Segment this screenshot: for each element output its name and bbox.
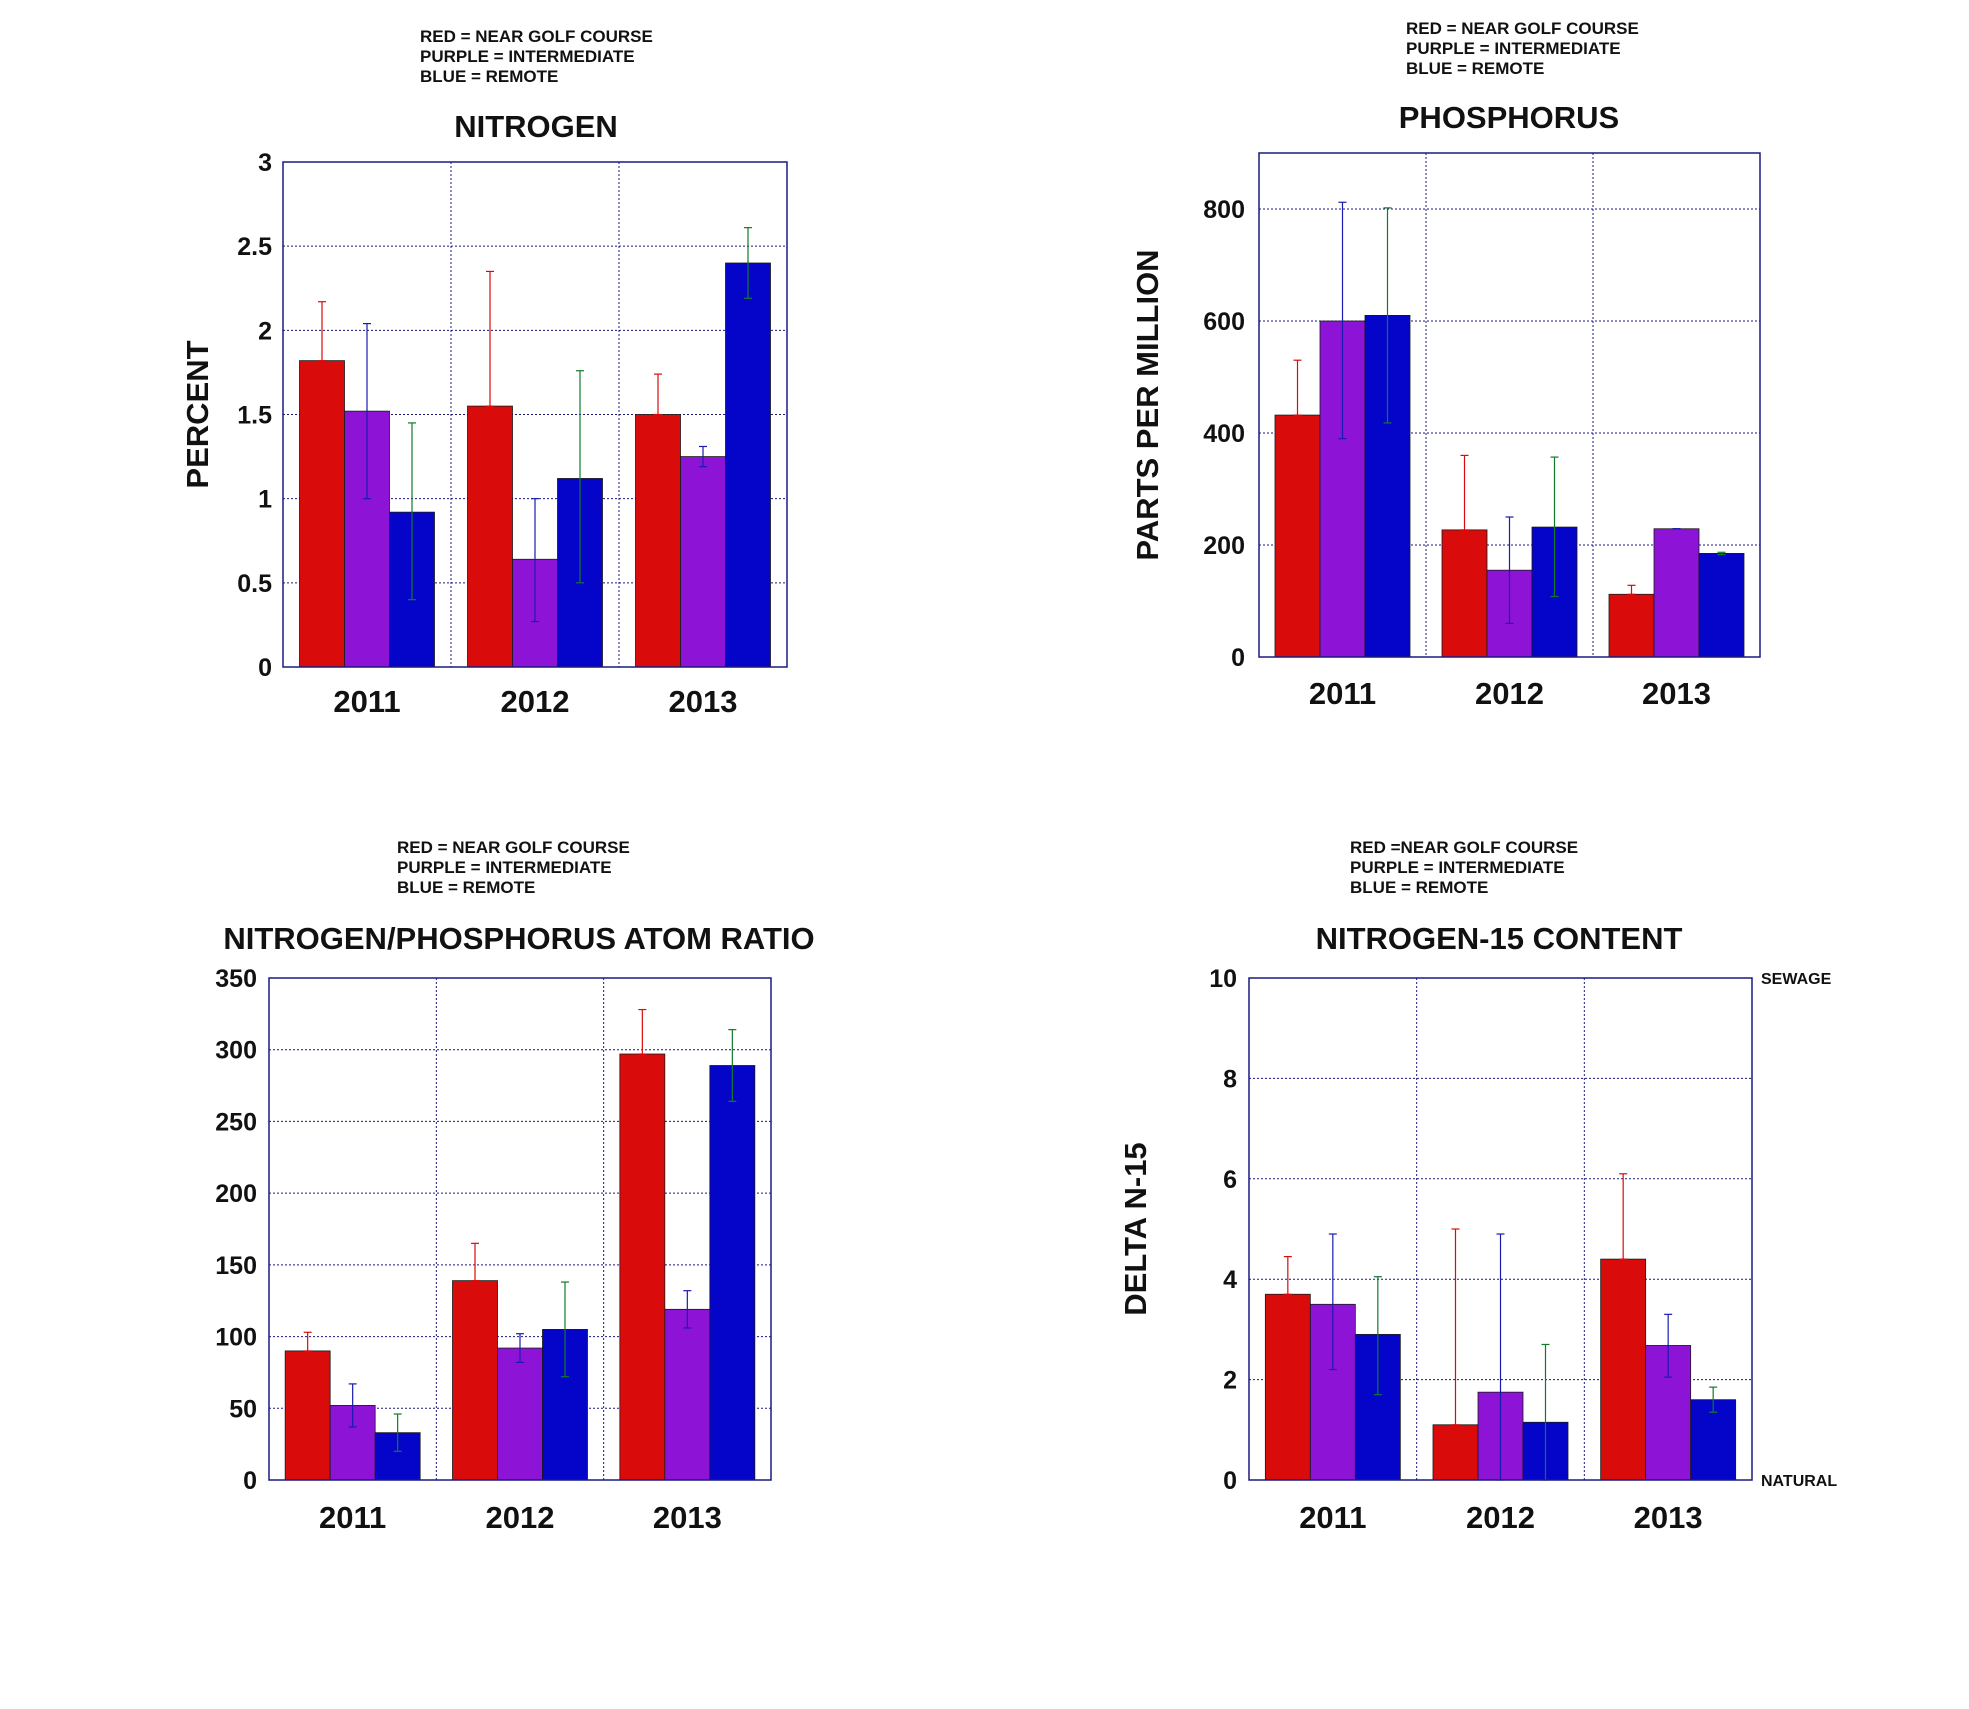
bar-red-2012 <box>452 1280 498 1481</box>
x-tick-label: 2011 <box>1299 1500 1366 1535</box>
y-tick-label: 400 <box>1203 420 1245 448</box>
plot-frame <box>1248 977 1753 1481</box>
y-tick-label: 2 <box>258 317 272 345</box>
y-tick-label: 2 <box>1223 1367 1237 1395</box>
bar-red-2011 <box>1274 414 1321 658</box>
legend-line: RED = NEAR GOLF COURSE <box>1406 19 1639 38</box>
y-tick-label: 6 <box>1223 1166 1237 1194</box>
y-tick-label: 8 <box>1223 1065 1237 1093</box>
y-tick-label: 0.5 <box>237 570 272 598</box>
legend-line: PURPLE = INTERMEDIATE <box>397 858 612 877</box>
bar-red-2013 <box>635 414 681 668</box>
y-tick-label: 50 <box>229 1395 257 1423</box>
x-tick-label: 2012 <box>1475 676 1544 711</box>
x-tick-label: 2012 <box>486 1500 555 1535</box>
bar-purple-2013 <box>1653 528 1700 658</box>
chart-title: NITROGEN-15 CONTENT <box>1316 921 1683 956</box>
legend-line: BLUE = REMOTE <box>420 67 558 86</box>
chart-title: PHOSPHORUS <box>1399 100 1619 135</box>
x-tick-label: 2013 <box>1634 1500 1703 1535</box>
y-tick-label: 1.5 <box>237 402 272 430</box>
bar-red-2013 <box>1608 593 1655 658</box>
y-tick-label: 0 <box>1231 644 1245 672</box>
bar-red-2011 <box>284 1350 331 1481</box>
y-tick-label: 250 <box>215 1108 257 1136</box>
y-tick-label: 150 <box>215 1252 257 1280</box>
x-tick-label: 2013 <box>669 684 738 719</box>
bar-blue-2013 <box>709 1065 756 1481</box>
legend-line: BLUE = REMOTE <box>397 878 535 897</box>
y-tick-label: 1 <box>258 486 272 514</box>
y-axis-label: PERCENT <box>180 340 215 488</box>
x-tick-label: 2011 <box>1309 676 1376 711</box>
chart-title: NITROGEN/PHOSPHORUS ATOM RATIO <box>223 921 814 956</box>
bar-red-2012 <box>1441 529 1488 658</box>
x-tick-label: 2013 <box>653 1500 722 1535</box>
x-tick-label: 2012 <box>1466 1500 1535 1535</box>
y-tick-label: 0 <box>243 1467 257 1495</box>
x-tick-label: 2013 <box>1642 676 1711 711</box>
x-tick-label: 2012 <box>501 684 570 719</box>
y-tick-label: 200 <box>215 1180 257 1208</box>
bar-purple-2013 <box>664 1308 711 1481</box>
legend-line: RED = NEAR GOLF COURSE <box>397 838 630 857</box>
y-axis-label: PARTS PER MILLION <box>1130 249 1165 560</box>
bar-blue-2013 <box>725 262 771 668</box>
legend-line: PURPLE = INTERMEDIATE <box>1406 39 1621 58</box>
legend-line: RED = NEAR GOLF COURSE <box>420 27 653 46</box>
bar-red-2012 <box>467 405 513 668</box>
bar-red-2013 <box>1600 1258 1647 1481</box>
y-tick-label: 0 <box>258 654 272 682</box>
x-tick-label: 2011 <box>319 1500 386 1535</box>
x-tick-label: 2011 <box>333 684 400 719</box>
y-tick-label: 100 <box>215 1324 257 1352</box>
y-tick-label: 0 <box>1223 1467 1237 1495</box>
plot-frame <box>282 161 788 668</box>
chart-title: NITROGEN <box>454 109 618 144</box>
y-tick-label: 10 <box>1209 965 1237 993</box>
bar-purple-2012 <box>497 1347 543 1481</box>
y-tick-label: 600 <box>1203 308 1245 336</box>
bar-red-2012 <box>1432 1424 1479 1481</box>
annotation-bottom: NATURAL <box>1761 1473 1837 1490</box>
plot-frame <box>268 977 772 1481</box>
annotation-top: SEWAGE <box>1761 971 1832 988</box>
bar-red-2011 <box>299 360 345 668</box>
legend-line: PURPLE = INTERMEDIATE <box>1350 858 1565 877</box>
y-axis-label: DELTA N-15 <box>1118 1142 1153 1315</box>
y-tick-label: 800 <box>1203 196 1245 224</box>
legend-line: BLUE = REMOTE <box>1350 878 1488 897</box>
y-tick-label: 2.5 <box>237 233 272 261</box>
legend-line: RED =NEAR GOLF COURSE <box>1350 838 1578 857</box>
bar-blue-2013 <box>1690 1399 1737 1481</box>
legend-line: BLUE = REMOTE <box>1406 59 1544 78</box>
y-tick-label: 3 <box>258 149 272 177</box>
bar-red-2013 <box>619 1053 666 1481</box>
legend-line: PURPLE = INTERMEDIATE <box>420 47 635 66</box>
y-tick-label: 350 <box>215 965 257 993</box>
bar-red-2011 <box>1264 1293 1311 1481</box>
plot-frame <box>1258 152 1761 658</box>
y-tick-label: 300 <box>215 1037 257 1065</box>
bar-blue-2013 <box>1698 553 1745 658</box>
y-tick-label: 200 <box>1203 532 1245 560</box>
bar-purple-2013 <box>680 456 726 668</box>
y-tick-label: 4 <box>1223 1266 1237 1294</box>
